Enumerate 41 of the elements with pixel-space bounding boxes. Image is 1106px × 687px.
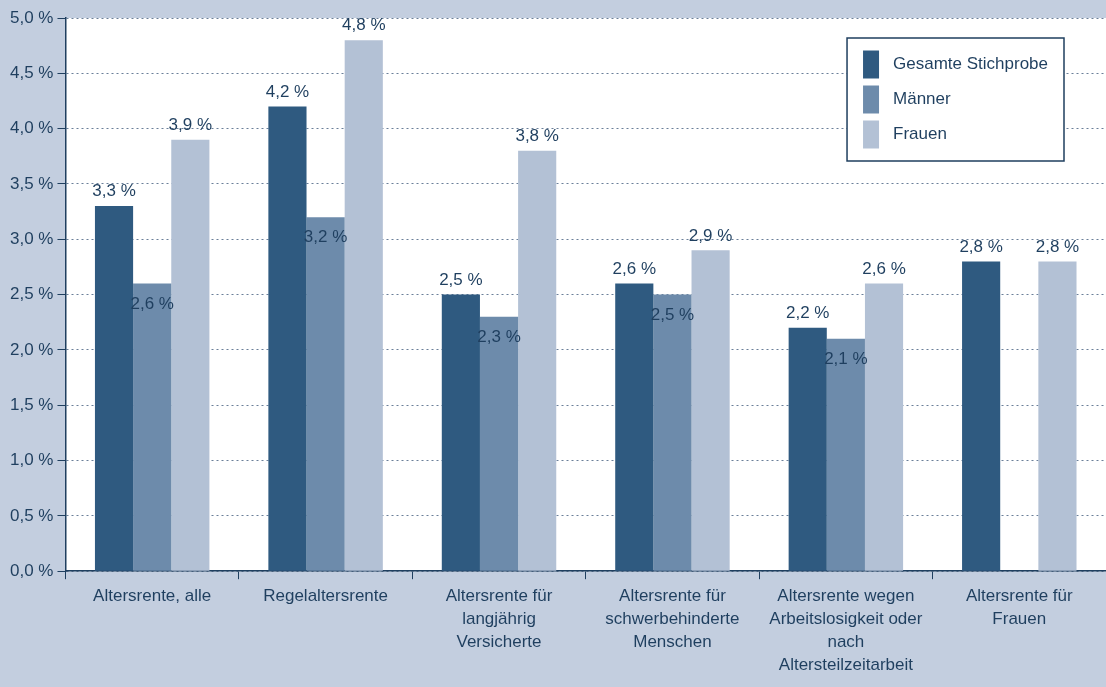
legend-label: Männer [893, 89, 952, 109]
data-label: 3,9 % [168, 114, 213, 134]
data-label: 4,2 % [265, 81, 310, 101]
legend-label: Frauen [893, 124, 947, 144]
data-label: 4,8 % [342, 15, 386, 35]
bar [133, 283, 172, 571]
bar [479, 316, 519, 571]
x-tick-label: Altersrente für Frauen [965, 586, 1074, 629]
bar [826, 338, 865, 571]
x-tick-label: Altersrente für schwerbehinderte Menschen [605, 586, 740, 652]
y-tick-label: 2,5 % [9, 284, 54, 304]
y-tick-label: 1,5 % [9, 394, 54, 414]
x-tick-label: Regelaltersrente [263, 586, 388, 606]
data-label: 3,3 % [92, 181, 136, 201]
data-label: 2,5 % [439, 269, 483, 289]
data-label: 2,8 % [959, 236, 1003, 256]
bar [441, 294, 480, 571]
y-tick-label: 0,0 % [9, 560, 54, 580]
bar [306, 217, 345, 571]
x-tick-label: Altersrente wegen Arbeitslosigkeit oder nach Altersteilzeitarbeit [769, 586, 923, 675]
legend-label: Gesamte Stichprobe [893, 54, 1048, 74]
bar [1038, 261, 1077, 571]
y-tick-label: 3,5 % [9, 173, 54, 193]
y-tick-label: 3,0 % [9, 228, 54, 248]
data-label: 2,9 % [688, 225, 733, 245]
bar [653, 294, 692, 571]
y-tick-label: 0,5 % [9, 505, 54, 525]
bar [962, 261, 1001, 571]
x-tick-label: Altersrente für langjährig Versicherte [445, 586, 553, 652]
data-label: 3,8 % [515, 125, 559, 145]
y-tick-label: 4,5 % [9, 63, 54, 83]
data-label: 2,8 % [1035, 236, 1080, 256]
data-label: 2,2 % [785, 302, 830, 322]
x-tick-label: Altersrente, alle [93, 586, 212, 606]
data-label: 2,6 % [612, 258, 657, 278]
y-tick-label: 4,0 % [9, 118, 54, 138]
y-tick-label: 1,0 % [9, 450, 54, 470]
y-tick-label: 5,0 % [9, 7, 54, 27]
data-label: 2,6 % [862, 258, 906, 278]
bar [788, 327, 827, 571]
y-tick-label: 2,0 % [9, 339, 54, 359]
